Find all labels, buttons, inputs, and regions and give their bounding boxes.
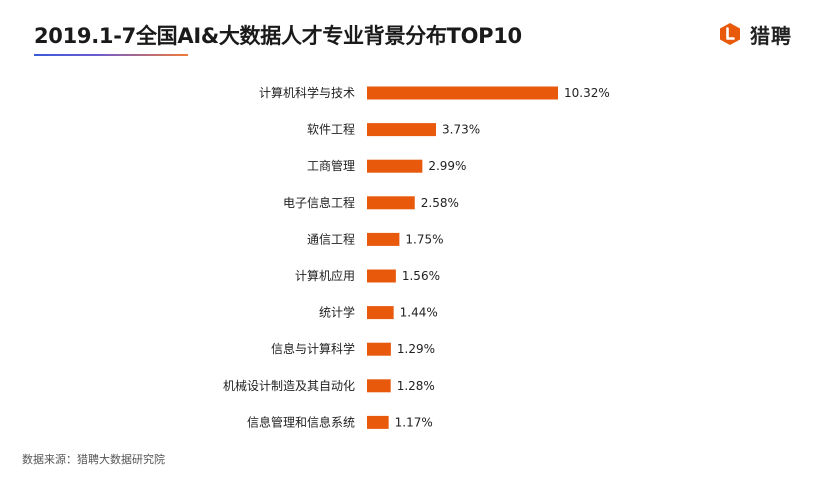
data-source-note: 数据来源：猎聘大数据研究院: [22, 453, 165, 466]
category-label: 信息管理和信息系统: [247, 414, 355, 429]
value-label: 2.99%: [428, 159, 466, 173]
bar: [367, 269, 396, 283]
bar: [367, 159, 423, 173]
chart-title: 2019.1-7全国AI&大数据人才专业背景分布TOP10: [34, 24, 522, 48]
category-label: 计算机科学与技术: [259, 85, 355, 100]
value-label: 3.73%: [442, 123, 480, 137]
value-label: 10.32%: [564, 86, 610, 100]
category-label: 信息与计算科学: [271, 341, 355, 356]
bar: [367, 415, 389, 429]
category-label: 机械设计制造及其自动化: [223, 378, 355, 393]
category-label: 电子信息工程: [283, 195, 355, 210]
brand-logo: 猎聘: [718, 20, 792, 48]
category-label: 软件工程: [307, 122, 355, 137]
title-underline: [34, 54, 188, 56]
bar: [367, 306, 394, 320]
value-label: 1.56%: [402, 269, 440, 283]
bar: [367, 86, 558, 100]
category-label: 统计学: [319, 305, 355, 320]
logo-text: 猎聘: [750, 23, 792, 48]
value-label: 2.58%: [421, 196, 459, 210]
liepin-logo-icon: [720, 23, 740, 45]
value-label: 1.44%: [400, 306, 438, 320]
value-label: 1.28%: [397, 379, 435, 393]
bar: [367, 196, 415, 210]
category-label: 工商管理: [307, 158, 355, 173]
bar: [367, 232, 400, 246]
category-label: 计算机应用: [295, 268, 355, 283]
category-label: 通信工程: [307, 231, 355, 246]
value-label: 1.29%: [397, 342, 435, 356]
bar: [367, 123, 437, 137]
value-label: 1.17%: [395, 415, 433, 429]
bar: [367, 342, 391, 356]
value-label: 1.75%: [405, 232, 443, 246]
bar: [367, 379, 391, 393]
